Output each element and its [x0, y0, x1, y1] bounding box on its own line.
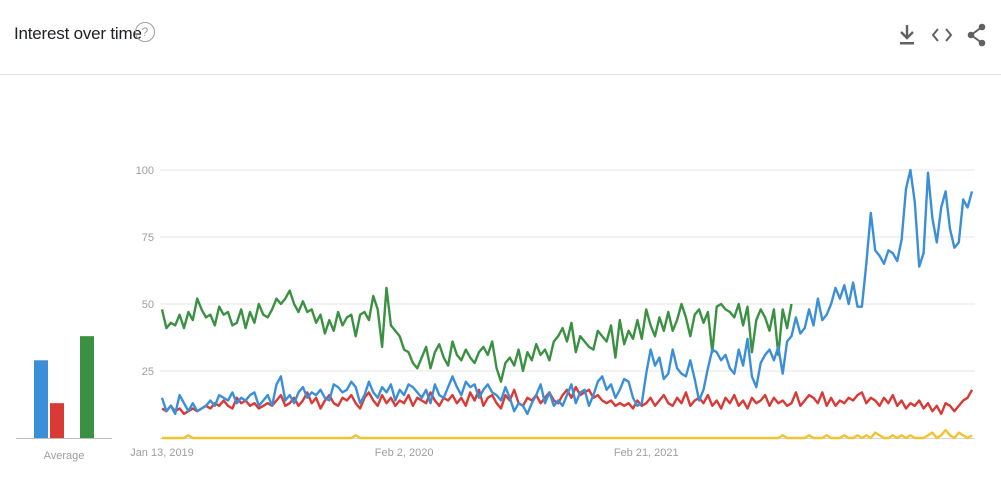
average-bar [50, 403, 64, 438]
y-tick-labels: 25 50 75 100 [136, 165, 154, 378]
x-tick-label: Feb 2, 2020 [375, 447, 434, 459]
y-tick-label: 25 [142, 366, 154, 378]
series-line-red [161, 385, 974, 416]
average-bars [16, 336, 112, 439]
x-tick-label: Jan 13, 2019 [130, 447, 194, 459]
series-line-green [160, 286, 793, 383]
chart-title: Interest over time [14, 24, 142, 43]
average-bar [80, 336, 94, 438]
y-tick-label: 75 [142, 232, 154, 244]
download-icon[interactable] [895, 22, 919, 48]
help-icon[interactable]: ? [135, 22, 155, 42]
x-tick-labels: Jan 13, 2019 Feb 2, 2020 Feb 21, 2021 [130, 447, 678, 459]
x-tick-label: Feb 21, 2021 [614, 447, 679, 459]
series-line-blue [160, 168, 974, 416]
series-lines [160, 168, 974, 440]
chart-header: Interest over time ? [0, 0, 1001, 75]
y-tick-label: 100 [136, 165, 154, 177]
average-label: Average [44, 450, 85, 462]
share-icon[interactable] [965, 22, 989, 48]
embed-code-icon[interactable] [930, 22, 954, 48]
y-tick-label: 50 [142, 299, 154, 311]
series-line-yellow [162, 428, 973, 440]
average-bar [34, 360, 48, 438]
